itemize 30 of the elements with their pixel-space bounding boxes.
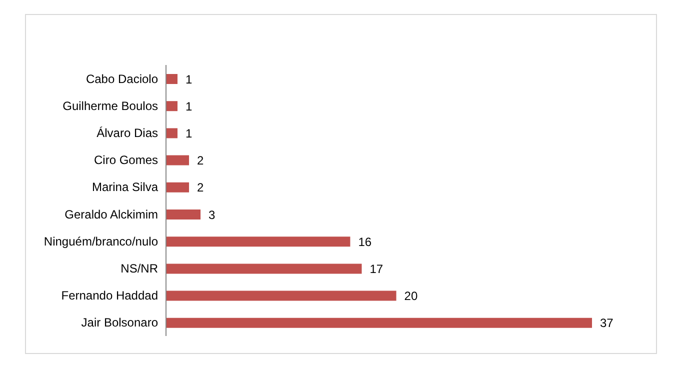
y-tick-label: Ninguém/branco/nulo	[44, 234, 158, 248]
data-label: 1	[186, 99, 193, 114]
bar	[166, 210, 201, 220]
data-label: 1	[186, 72, 193, 86]
bar	[166, 182, 190, 192]
bar	[166, 318, 592, 328]
bar	[166, 74, 178, 84]
y-tick-label: NS/NR	[120, 262, 158, 276]
bar	[166, 128, 178, 138]
data-label: 20	[404, 289, 418, 304]
data-label: 16	[358, 234, 372, 249]
y-tick-label: Guilherme Boulos	[62, 98, 158, 113]
y-tick-label: Cabo Daciolo	[86, 72, 158, 86]
y-tick-label: Marina Silva	[92, 180, 158, 194]
data-label: 2	[197, 154, 204, 168]
data-label: 2	[197, 180, 204, 195]
y-tick-label: Geraldo Alckimim	[64, 207, 158, 222]
bar	[166, 264, 362, 274]
y-tick-label: Fernando Haddad	[61, 288, 158, 303]
bar	[166, 236, 350, 247]
bar	[166, 155, 190, 166]
y-tick-label: Álvaro Dias	[96, 126, 158, 140]
data-label: 1	[186, 126, 193, 140]
bar	[166, 290, 396, 301]
bar	[166, 101, 178, 112]
data-label: 3	[208, 208, 216, 222]
y-tick-label: Jair Bolsonaro	[81, 316, 158, 330]
y-tick-label: Ciro Gomes	[94, 153, 158, 168]
data-label: 37	[600, 316, 614, 330]
data-label: 17	[370, 262, 384, 276]
